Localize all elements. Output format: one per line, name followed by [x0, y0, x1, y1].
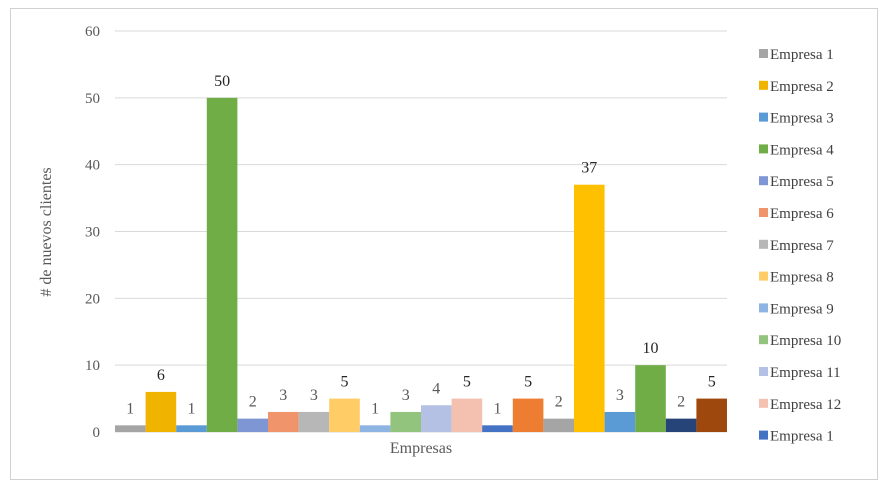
bar	[329, 398, 360, 432]
y-axis-ticks: 0 10 20 30 40 50 60	[85, 24, 100, 441]
data-label: 37	[581, 160, 597, 177]
legend-item: Empresa 1	[759, 47, 834, 63]
legend-swatch	[759, 112, 768, 122]
data-label: 5	[463, 374, 471, 391]
legend-item: Empresa 2	[759, 79, 834, 95]
legend-label: Empresa 12	[770, 397, 841, 413]
data-label: 5	[708, 374, 716, 391]
legend-swatch	[759, 303, 768, 313]
legend-item: Empresa 4	[759, 142, 834, 158]
legend-swatch	[759, 208, 768, 217]
legend-swatch	[759, 430, 768, 440]
bar	[298, 411, 330, 432]
bar	[543, 418, 574, 432]
legend-swatch	[759, 144, 768, 154]
bar	[115, 425, 146, 432]
legend-label: Empresa 5	[770, 174, 834, 190]
bar	[206, 97, 238, 432]
data-label: 3	[310, 387, 318, 404]
data-label: 2	[555, 394, 563, 411]
bar	[665, 418, 697, 432]
bar	[574, 184, 605, 432]
data-label: 50	[214, 73, 230, 90]
data-label: 4	[432, 380, 440, 397]
x-axis-title: Empresas	[390, 440, 452, 457]
legend-item: Empresa 3	[759, 111, 834, 127]
legend-label: Empresa 8	[770, 270, 834, 286]
legend-label: Empresa 7	[770, 238, 834, 254]
bar	[451, 398, 483, 432]
bar	[604, 411, 636, 432]
legend-item: Empresa 11	[759, 365, 841, 381]
legend-label: Empresa 10	[770, 333, 841, 349]
legend-swatch	[759, 367, 768, 376]
bar	[421, 405, 452, 432]
legend-item: Empresa 12	[759, 397, 841, 413]
y-tick-label: 20	[85, 291, 100, 307]
bar	[268, 411, 299, 432]
data-label: 1	[371, 400, 379, 417]
legend-label: Empresa 9	[770, 301, 834, 317]
data-label: 6	[157, 367, 165, 384]
data-label: 3	[402, 387, 410, 404]
bar	[237, 418, 268, 432]
legend-swatch	[759, 176, 768, 186]
data-label: 1	[188, 400, 196, 417]
bar	[176, 425, 207, 432]
legend-item: Empresa 1	[759, 429, 834, 445]
legend-label: Empresa 1	[770, 429, 834, 445]
bar	[635, 365, 666, 432]
data-label: 2	[249, 394, 257, 411]
y-tick-label: 10	[85, 358, 100, 374]
legend-label: Empresa 4	[770, 142, 834, 158]
legend-label: Empresa 2	[770, 79, 834, 95]
data-labels: 1 6 1 50 2 3 3 5 1 3 4 5 1 5 2 37 3 10 2 5	[126, 73, 715, 417]
data-label: 3	[616, 387, 624, 404]
legend-item: Empresa 7	[759, 238, 834, 254]
legend-label: Empresa 3	[770, 111, 834, 127]
y-tick-label: 30	[85, 225, 100, 241]
bar	[390, 411, 421, 432]
y-axis-title: # de nuevos clientes	[38, 167, 55, 296]
bars	[115, 97, 727, 432]
legend-swatch	[759, 335, 768, 345]
data-label: 2	[677, 394, 685, 411]
legend-label: Empresa 11	[770, 365, 841, 381]
data-label: 10	[643, 340, 659, 357]
legend-item: Empresa 6	[759, 206, 834, 222]
legend-swatch	[759, 239, 768, 249]
legend-item: Empresa 9	[759, 301, 834, 317]
legend-label: Empresa 6	[770, 206, 834, 222]
legend-swatch	[759, 398, 768, 408]
legend-swatch	[759, 49, 768, 58]
data-label: 5	[524, 374, 532, 391]
legend-label: Empresa 1	[770, 47, 834, 63]
legend-item: Empresa 5	[759, 174, 834, 190]
bar	[359, 425, 391, 432]
legend-swatch	[759, 80, 768, 90]
bar	[696, 398, 727, 432]
data-label: 1	[494, 400, 502, 417]
data-label: 1	[126, 400, 134, 417]
bar	[512, 398, 544, 432]
legend-item: Empresa 8	[759, 270, 834, 286]
y-tick-label: 50	[85, 91, 100, 107]
bar	[482, 425, 513, 432]
y-tick-label: 60	[85, 24, 100, 40]
legend: Empresa 1 Empresa 2 Empresa 3 Empresa 4 Empr…	[759, 47, 841, 445]
data-label: 3	[279, 387, 287, 404]
y-tick-label: 0	[93, 425, 101, 441]
legend-swatch	[759, 271, 768, 281]
bar	[145, 391, 177, 432]
y-tick-label: 40	[85, 158, 100, 174]
legend-item: Empresa 10	[759, 333, 841, 349]
data-label: 5	[341, 374, 349, 391]
